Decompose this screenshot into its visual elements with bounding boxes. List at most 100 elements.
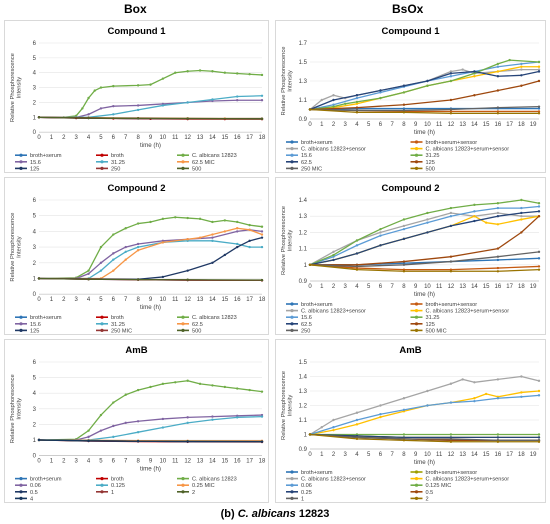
- data-point: [149, 220, 152, 224]
- x-tick-label: 0: [308, 452, 312, 458]
- data-point: [537, 433, 541, 436]
- data-point: [355, 252, 359, 255]
- data-point: [198, 236, 202, 239]
- x-tick-label: 0: [37, 459, 41, 465]
- x-tick-label: 10: [160, 297, 167, 303]
- data-point: [211, 415, 214, 418]
- data-point: [223, 219, 227, 222]
- data-point: [186, 216, 189, 220]
- x-tick-label: 5: [99, 459, 103, 465]
- series-line-31-25: [39, 95, 263, 118]
- data-point: [124, 227, 127, 230]
- data-point: [449, 270, 453, 273]
- chart-panel-box-compound-2: Compound 2 0 1 2 3 4 5 6 0 1 2 3 4 5 6 7 8 9 10 11 12 13 14 15 1…: [4, 177, 269, 335]
- legend-label: 31.25: [426, 315, 440, 321]
- data-point: [496, 65, 500, 68]
- data-point: [124, 258, 127, 261]
- x-tick-label: 3: [344, 452, 348, 458]
- data-point: [537, 112, 541, 115]
- data-point: [402, 433, 406, 436]
- data-point: [260, 233, 264, 236]
- data-point: [402, 260, 406, 263]
- legend-label: 62.5: [192, 322, 203, 328]
- caption-suffix: 12823: [295, 508, 330, 520]
- data-point: [537, 265, 541, 268]
- legend-marker: [290, 483, 294, 487]
- data-point: [520, 84, 523, 87]
- data-point: [236, 416, 239, 419]
- data-point: [496, 215, 500, 218]
- data-point: [87, 96, 90, 100]
- data-point: [260, 230, 264, 233]
- data-point: [248, 73, 251, 76]
- data-point: [473, 72, 476, 75]
- y-tick-label: 1: [304, 433, 308, 439]
- data-point: [379, 96, 382, 100]
- legend-marker: [100, 477, 104, 481]
- x-tick-label: 10: [160, 459, 167, 465]
- data-point: [402, 103, 406, 106]
- x-tick-label: 3: [74, 459, 78, 465]
- data-point: [136, 84, 140, 87]
- data-point: [496, 436, 500, 439]
- data-point: [112, 252, 115, 255]
- y-tick-label: 1.2: [299, 230, 308, 236]
- x-axis-label: time (h): [140, 304, 161, 311]
- data-point: [161, 417, 165, 421]
- legend-label: 1: [301, 496, 304, 502]
- legend-marker: [100, 322, 104, 326]
- legend-label: broth+serum: [30, 315, 62, 321]
- x-tick-label: 7: [391, 452, 395, 458]
- data-point: [496, 270, 500, 273]
- legend-label: 0.125: [111, 483, 125, 489]
- data-point: [355, 411, 359, 414]
- data-point: [87, 435, 90, 439]
- legend-label: broth+serum: [301, 470, 333, 476]
- x-tick-label: 16: [234, 297, 241, 303]
- data-point: [496, 266, 500, 270]
- data-point: [449, 437, 453, 441]
- legend-label: C. albicans 12823+serum+sensor: [426, 147, 510, 153]
- x-tick-label: 9: [414, 284, 418, 290]
- data-point: [186, 70, 189, 73]
- data-point: [248, 388, 251, 392]
- data-point: [449, 72, 453, 75]
- y-tick-label: 4: [33, 71, 37, 77]
- x-tick-label: 5: [99, 297, 103, 303]
- data-point: [537, 65, 541, 68]
- data-point: [236, 242, 239, 246]
- x-tick-label: 3: [74, 297, 78, 303]
- data-point: [124, 250, 127, 254]
- data-point: [402, 224, 406, 228]
- x-tick-label: 1: [50, 135, 54, 141]
- data-point: [537, 436, 541, 439]
- legend-label: broth+serum+sensor: [426, 302, 478, 308]
- y-tick-label: 2: [33, 261, 37, 267]
- data-point: [99, 107, 103, 110]
- data-point: [248, 245, 251, 249]
- chart-panel-bsox-compound-2: Compound 2 0.9 1 1.1 1.2 1.3 1.4 0 1 2 3 4 5 6 7 8 9 10 11…: [275, 177, 546, 335]
- data-point: [402, 408, 406, 412]
- series-line-62-5: [39, 227, 263, 280]
- series-line-0-25: [309, 433, 539, 439]
- data-point: [355, 268, 359, 271]
- data-point: [496, 112, 500, 115]
- data-point: [186, 421, 189, 425]
- chart-title: AmB: [125, 345, 147, 356]
- data-point: [496, 255, 500, 258]
- y-tick-label: 1.1: [299, 247, 308, 253]
- data-point: [186, 101, 189, 104]
- data-point: [260, 415, 264, 418]
- legend-marker: [19, 328, 23, 332]
- data-point: [379, 231, 382, 234]
- data-point: [260, 94, 264, 97]
- series-line-1: [309, 433, 539, 441]
- legend-marker: [19, 160, 23, 164]
- legend-marker: [19, 477, 23, 481]
- data-point: [161, 426, 165, 429]
- data-point: [537, 210, 541, 213]
- x-tick-label: 16: [495, 452, 502, 458]
- x-tick-label: 15: [483, 452, 490, 458]
- legend-marker: [181, 166, 185, 170]
